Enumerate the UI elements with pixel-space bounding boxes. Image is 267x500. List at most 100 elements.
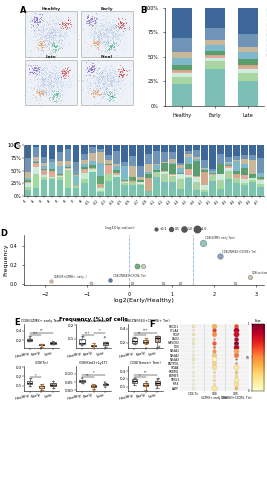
Point bbox=[108, 38, 112, 46]
Point bbox=[66, 66, 71, 74]
Point bbox=[32, 68, 36, 76]
Point bbox=[96, 64, 100, 72]
Point bbox=[60, 36, 64, 44]
Point bbox=[191, 372, 195, 380]
Point bbox=[34, 18, 39, 26]
Point bbox=[48, 33, 52, 41]
Point bbox=[44, 34, 49, 42]
Point bbox=[60, 19, 64, 27]
Point bbox=[38, 40, 43, 48]
Point bbox=[54, 82, 58, 90]
Point bbox=[122, 15, 127, 23]
Point bbox=[105, 73, 109, 81]
Point bbox=[103, 32, 108, 40]
Point bbox=[101, 76, 105, 84]
Bar bbox=[185, 152, 192, 154]
Point bbox=[111, 46, 116, 54]
Point bbox=[42, 74, 46, 82]
Point bbox=[109, 39, 113, 47]
Bar bbox=[73, 176, 80, 184]
Point bbox=[114, 88, 118, 96]
Bar bbox=[205, 55, 225, 56]
Point bbox=[28, 378, 32, 386]
Point bbox=[107, 28, 111, 36]
Bar bbox=[25, 60, 77, 105]
Point bbox=[52, 48, 56, 56]
Point bbox=[57, 28, 61, 36]
Point bbox=[109, 34, 114, 42]
Bar bbox=[209, 168, 216, 171]
Point bbox=[41, 66, 46, 74]
Point bbox=[40, 88, 45, 96]
Point bbox=[54, 25, 58, 33]
Point bbox=[62, 20, 67, 28]
Point bbox=[41, 386, 45, 394]
Point bbox=[33, 38, 37, 46]
Text: CD8(uncharacterized): CD8(uncharacterized) bbox=[252, 271, 267, 275]
Point bbox=[35, 20, 39, 28]
Point bbox=[63, 23, 67, 31]
Point bbox=[102, 28, 106, 36]
Point bbox=[52, 39, 56, 47]
Point bbox=[212, 376, 217, 384]
Point bbox=[39, 31, 43, 39]
Bar bbox=[193, 160, 200, 161]
Point bbox=[50, 22, 54, 30]
Point bbox=[101, 37, 105, 45]
Point bbox=[125, 24, 130, 32]
Point bbox=[99, 34, 103, 42]
Point bbox=[50, 66, 54, 74]
Point bbox=[61, 68, 65, 76]
Point bbox=[92, 35, 96, 43]
Point bbox=[234, 343, 238, 351]
Point bbox=[53, 30, 57, 38]
Point bbox=[106, 74, 110, 82]
Point bbox=[46, 33, 50, 41]
Point bbox=[40, 76, 44, 84]
Point bbox=[36, 44, 41, 52]
Point bbox=[94, 82, 98, 90]
Point bbox=[53, 24, 57, 32]
Point bbox=[104, 86, 109, 94]
Point bbox=[112, 76, 116, 84]
Point bbox=[54, 83, 59, 91]
Bar bbox=[238, 64, 258, 66]
Point bbox=[41, 46, 45, 54]
Point bbox=[119, 24, 123, 32]
Point bbox=[45, 42, 49, 50]
Point bbox=[55, 70, 60, 78]
Point bbox=[41, 64, 45, 72]
Point bbox=[33, 28, 37, 36]
Point bbox=[49, 76, 53, 84]
Point bbox=[41, 102, 45, 110]
Point bbox=[104, 24, 108, 32]
Point bbox=[76, 76, 80, 84]
Point bbox=[89, 68, 94, 76]
Point bbox=[60, 82, 64, 90]
Point bbox=[100, 76, 104, 84]
Point bbox=[62, 23, 67, 31]
Point bbox=[50, 16, 54, 24]
Point bbox=[116, 22, 120, 30]
Point bbox=[104, 74, 108, 82]
Point bbox=[54, 98, 58, 106]
Point bbox=[36, 86, 41, 94]
Point bbox=[88, 17, 92, 25]
Point bbox=[61, 22, 66, 30]
Point bbox=[87, 28, 92, 36]
Point bbox=[48, 62, 53, 70]
Point bbox=[109, 42, 114, 50]
Point bbox=[104, 74, 109, 82]
Point bbox=[103, 40, 107, 48]
Point bbox=[92, 19, 96, 27]
Point bbox=[91, 74, 96, 82]
Point bbox=[46, 68, 51, 76]
Point bbox=[53, 74, 58, 82]
Point bbox=[95, 92, 99, 100]
Point bbox=[40, 87, 45, 95]
Bar bbox=[41, 166, 48, 168]
Point bbox=[112, 23, 116, 31]
Point bbox=[46, 93, 51, 101]
Point bbox=[109, 56, 113, 64]
Point bbox=[54, 80, 59, 88]
